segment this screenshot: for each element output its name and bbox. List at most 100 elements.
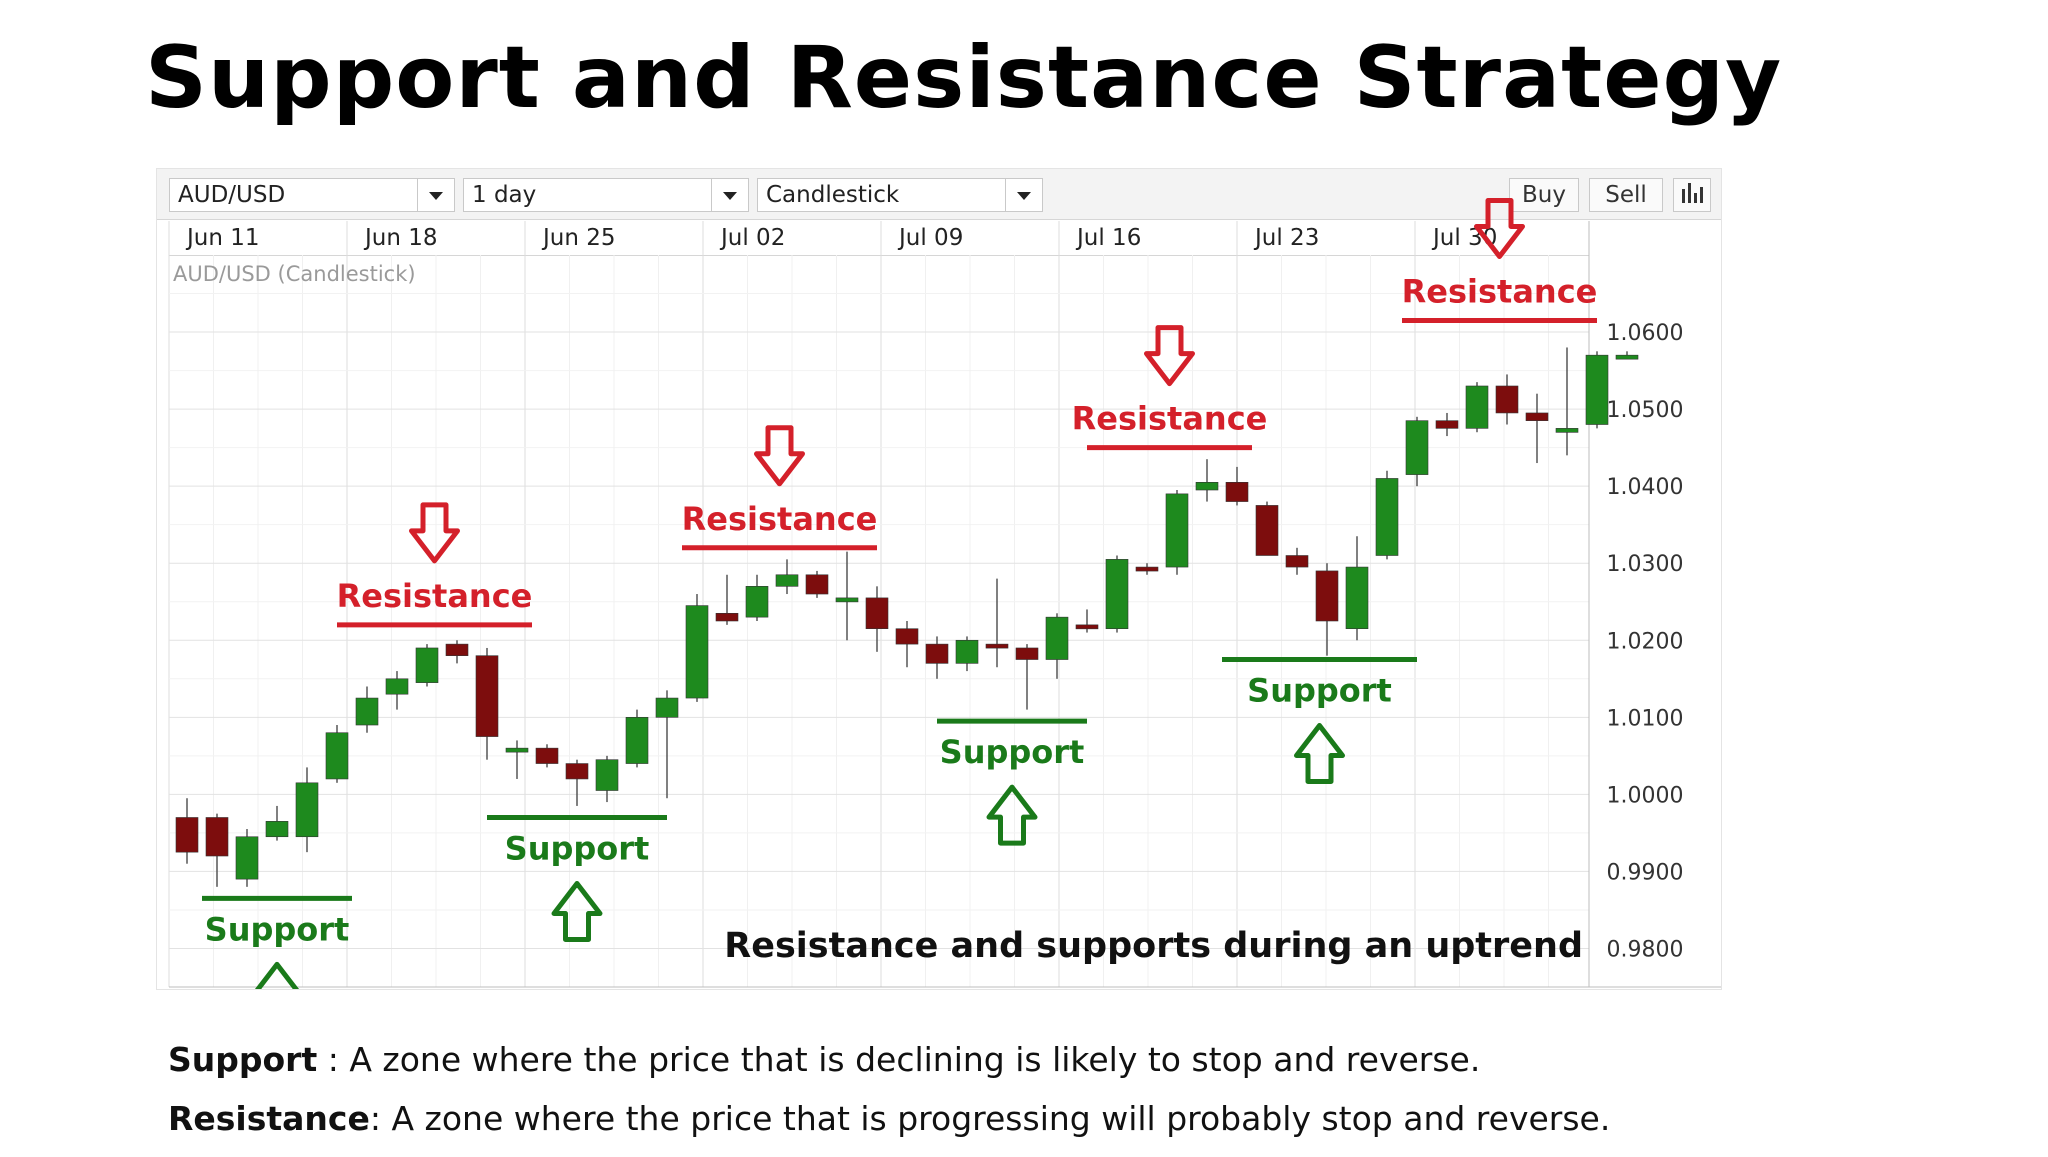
candle-body [925,643,949,664]
candle-body [595,759,619,791]
candle-body [685,605,709,699]
candle-body [805,574,829,595]
up-arrow-icon [986,784,1038,846]
candle-body [775,574,799,587]
chart-series-label: AUD/USD (Candlestick) [173,262,416,286]
symbol-select-value: AUD/USD [178,182,286,208]
date-label: Jul 09 [899,225,964,251]
down-arrow-icon [754,425,805,487]
candle-body [1375,478,1399,556]
candle-body [1405,420,1429,475]
chevron-down-icon[interactable] [417,179,454,211]
chevron-down-icon[interactable] [711,179,748,211]
down-arrow-icon [1144,325,1195,387]
candlestick-chart: AUD/USD (Candlestick) 1.0600 1.0500 1.0400 1… [168,197,1721,989]
candle-body [355,697,379,726]
date-axis: Jun 11 Jun 18 Jun 25 Jul 02 Jul 09 Jul 1… [169,221,1589,256]
candle-body [1435,420,1459,429]
y-tick-label: 1.0300 [1607,552,1684,577]
down-arrow-icon [409,502,460,564]
resistance-label: Resistance [682,500,878,538]
caption-text: : A zone where the price that is declini… [317,1040,1481,1079]
support-label: Support [505,829,650,867]
chart-bars-icon[interactable] [1673,178,1711,212]
candle-body [655,697,679,718]
chart-type-select[interactable]: Candlestick [757,178,1043,212]
candle-body [415,647,439,683]
candle-body [1015,647,1039,660]
caption-support: Support : A zone where the price that is… [168,1040,1480,1079]
y-tick-label: 1.0400 [1607,475,1684,500]
symbol-select[interactable]: AUD/USD [169,178,455,212]
candle-body [235,836,259,880]
candle-body [1345,566,1369,630]
candle-body [985,643,1009,649]
y-tick-label: 1.0000 [1607,783,1684,808]
candle-body [1105,559,1129,630]
caption-resistance: Resistance: A zone where the price that … [168,1099,1610,1138]
candle-body [445,643,469,656]
date-label: Jun 11 [187,225,260,251]
candle-body [325,732,349,780]
date-label: Jul 02 [721,225,786,251]
resistance-label: Resistance [337,577,533,615]
candle-body [1315,570,1339,622]
candle-body [385,678,409,695]
resistance-label: Resistance [1402,272,1598,310]
interval-select-value: 1 day [472,182,537,208]
candle-body [1165,493,1189,568]
interval-select[interactable]: 1 day [463,178,749,212]
date-label: Jun 18 [365,225,438,251]
overlay-caption: Resistance and supports during an uptren… [724,926,1583,966]
y-tick-label: 1.0100 [1607,706,1684,731]
candle-body [715,612,739,622]
resistance-label: Resistance [1072,400,1268,438]
candle-body [1495,385,1519,414]
support-label: Support [205,910,350,948]
y-tick-label: 0.9900 [1607,860,1684,885]
y-tick-label: 1.0500 [1607,398,1684,423]
candle-body [1075,624,1099,630]
caption-term: Resistance [168,1099,370,1138]
candle-body [1615,354,1639,360]
candle-body [1555,428,1579,433]
chart-widget: AUD/USD 1 day Candlestick Buy Sell Jun 1… [156,168,1722,990]
candle-body [265,821,289,838]
candle-body [1135,566,1159,572]
candle-body [865,597,889,630]
chevron-down-icon[interactable] [1005,179,1042,211]
candle-body [1465,385,1489,429]
date-label: Jul 23 [1255,225,1320,251]
support-label: Support [940,733,1085,771]
candle-body [955,639,979,664]
y-tick-label: 1.0600 [1607,321,1684,346]
buy-button[interactable]: Buy [1509,178,1579,212]
candle-body [505,747,529,753]
candle-body [175,817,199,853]
caption-term: Support [168,1040,318,1079]
candle-body [1195,482,1219,491]
chart-type-select-value: Candlestick [766,182,900,208]
caption-text: : A zone where the price that is progres… [369,1099,1611,1138]
candle-body [475,655,499,737]
y-tick-label: 0.9800 [1607,937,1684,962]
candle-body [1045,616,1069,660]
candle-body [535,747,559,764]
up-arrow-icon [1294,723,1345,785]
candle-body [1225,482,1249,502]
sell-button[interactable]: Sell [1589,178,1663,212]
date-label: Jun 25 [543,225,616,251]
date-label: Jul 16 [1077,225,1142,251]
up-arrow-icon [551,880,603,942]
candle-body [565,763,589,780]
chart-toolbar: AUD/USD 1 day Candlestick Buy Sell [157,169,1721,220]
candle-body [1585,354,1609,425]
candle-body [835,597,859,603]
support-label: Support [1247,672,1392,710]
candle-body [625,717,649,764]
candle-body [1285,555,1309,568]
candle-body [1255,505,1279,556]
down-arrow-icon [1474,197,1525,259]
up-arrow-icon [254,961,300,989]
candle-body [1525,412,1549,421]
